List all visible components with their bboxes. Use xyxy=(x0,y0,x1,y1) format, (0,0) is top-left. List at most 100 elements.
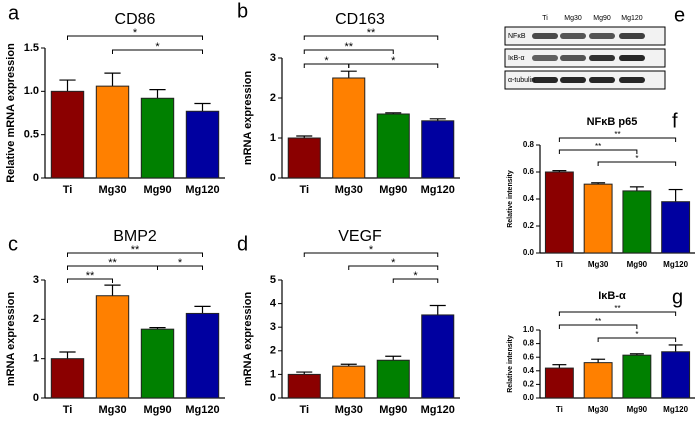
y-axis-label: mRNA expression xyxy=(242,71,254,166)
significance-bracket xyxy=(67,35,203,40)
lane-label: Mg120 xyxy=(621,15,643,22)
y-tick-label: 0 xyxy=(33,172,39,184)
blot-band xyxy=(560,55,586,61)
y-tick-label: 1 xyxy=(270,132,276,144)
significance-label: * xyxy=(178,257,183,269)
bar xyxy=(544,367,574,399)
y-tick-label: 4 xyxy=(270,298,277,310)
y-tick-label: 0.4 xyxy=(523,366,535,375)
y-tick-label: 2 xyxy=(33,313,39,325)
x-tick-label: Mg90 xyxy=(143,184,171,196)
significance-label: * xyxy=(391,257,396,269)
significance-bracket xyxy=(348,265,439,270)
significance-label: ** xyxy=(131,244,140,256)
blot-band xyxy=(589,55,615,61)
chart-title: IκB-α xyxy=(598,290,626,302)
panel-letter: e xyxy=(674,4,685,26)
y-tick-label: 1.0 xyxy=(523,325,535,334)
y-tick-label: 3 xyxy=(270,321,276,333)
bar xyxy=(583,362,613,399)
blot-band xyxy=(532,33,558,39)
chart-title: BMP2 xyxy=(113,228,157,245)
blot-band xyxy=(560,77,586,83)
significance-label: ** xyxy=(108,257,117,269)
significance-label: * xyxy=(324,55,329,67)
y-tick-label: 0.0 xyxy=(523,393,535,402)
bar xyxy=(140,97,175,179)
bar xyxy=(140,328,175,399)
row-label: NFκB xyxy=(508,33,526,40)
bar xyxy=(185,110,220,179)
significance-label: ** xyxy=(614,130,620,139)
y-tick-label: 0.6 xyxy=(523,352,535,361)
x-tick-label: Mg30 xyxy=(335,184,363,196)
bar xyxy=(622,354,652,399)
bar xyxy=(287,137,321,179)
x-tick-label: Ti xyxy=(556,260,563,269)
panel-letter: g xyxy=(672,286,683,308)
bar xyxy=(50,358,85,399)
x-tick-label: Mg30 xyxy=(335,404,363,416)
bar xyxy=(421,314,455,399)
bar xyxy=(583,183,613,254)
significance-bracket xyxy=(67,252,203,257)
y-tick-label: 1.5 xyxy=(24,42,39,54)
y-tick-label: 0.2 xyxy=(523,380,535,389)
x-tick-label: Mg120 xyxy=(663,260,688,269)
y-tick-label: 2 xyxy=(270,345,276,357)
x-tick-label: Ti xyxy=(299,404,309,416)
panel-letter: b xyxy=(237,0,248,22)
y-tick-label: 0.8 xyxy=(523,140,535,149)
y-tick-label: 2 xyxy=(270,92,276,104)
blot-band xyxy=(589,77,615,83)
significance-bracket xyxy=(157,265,203,270)
significance-bracket xyxy=(303,49,394,54)
panel-letter: d xyxy=(237,233,248,255)
panel-letter: f xyxy=(672,110,678,132)
y-tick-label: 1 xyxy=(270,368,276,380)
blot-band xyxy=(619,77,645,83)
x-tick-label: Mg90 xyxy=(627,260,648,269)
significance-bracket xyxy=(558,149,638,154)
y-tick-label: 0.8 xyxy=(523,339,535,348)
x-tick-label: Ti xyxy=(63,404,73,416)
panel-letter: a xyxy=(8,2,20,24)
significance-bracket xyxy=(303,252,439,257)
row-label: IκB-α xyxy=(508,55,525,62)
bar xyxy=(185,312,220,399)
x-tick-label: Mg120 xyxy=(185,184,219,196)
x-tick-label: Mg90 xyxy=(627,405,648,414)
bar xyxy=(376,113,410,179)
y-tick-label: 0.2 xyxy=(523,221,535,230)
significance-label: * xyxy=(635,330,638,339)
x-tick-label: Mg30 xyxy=(98,184,126,196)
chart-title: VEGF xyxy=(338,228,382,245)
bar xyxy=(661,351,691,399)
significance-bracket xyxy=(558,311,677,316)
y-tick-label: 0 xyxy=(270,172,276,184)
y-tick-label: 5 xyxy=(270,274,276,286)
bar xyxy=(332,365,366,399)
bar xyxy=(376,359,410,399)
lane-label: Mg30 xyxy=(564,15,582,22)
x-tick-label: Mg120 xyxy=(185,404,219,416)
bar xyxy=(544,171,574,254)
significance-bracket xyxy=(392,278,439,283)
bar xyxy=(421,120,455,179)
x-tick-label: Mg120 xyxy=(663,405,688,414)
y-tick-label: 0 xyxy=(33,392,39,404)
y-tick-label: 0.5 xyxy=(24,129,39,141)
y-axis-label: mRNA expression xyxy=(242,292,254,387)
blot-band xyxy=(532,77,558,83)
significance-label: * xyxy=(155,41,160,53)
y-tick-label: 0.6 xyxy=(523,167,535,176)
x-tick-label: Mg30 xyxy=(98,404,126,416)
significance-label: * xyxy=(413,270,418,282)
bar xyxy=(95,295,130,399)
bar xyxy=(661,201,691,254)
y-tick-label: 3 xyxy=(33,274,39,286)
x-tick-label: Mg90 xyxy=(379,184,407,196)
chart-title: CD86 xyxy=(115,11,156,28)
blot-band xyxy=(560,33,586,39)
significance-label: ** xyxy=(367,27,376,39)
